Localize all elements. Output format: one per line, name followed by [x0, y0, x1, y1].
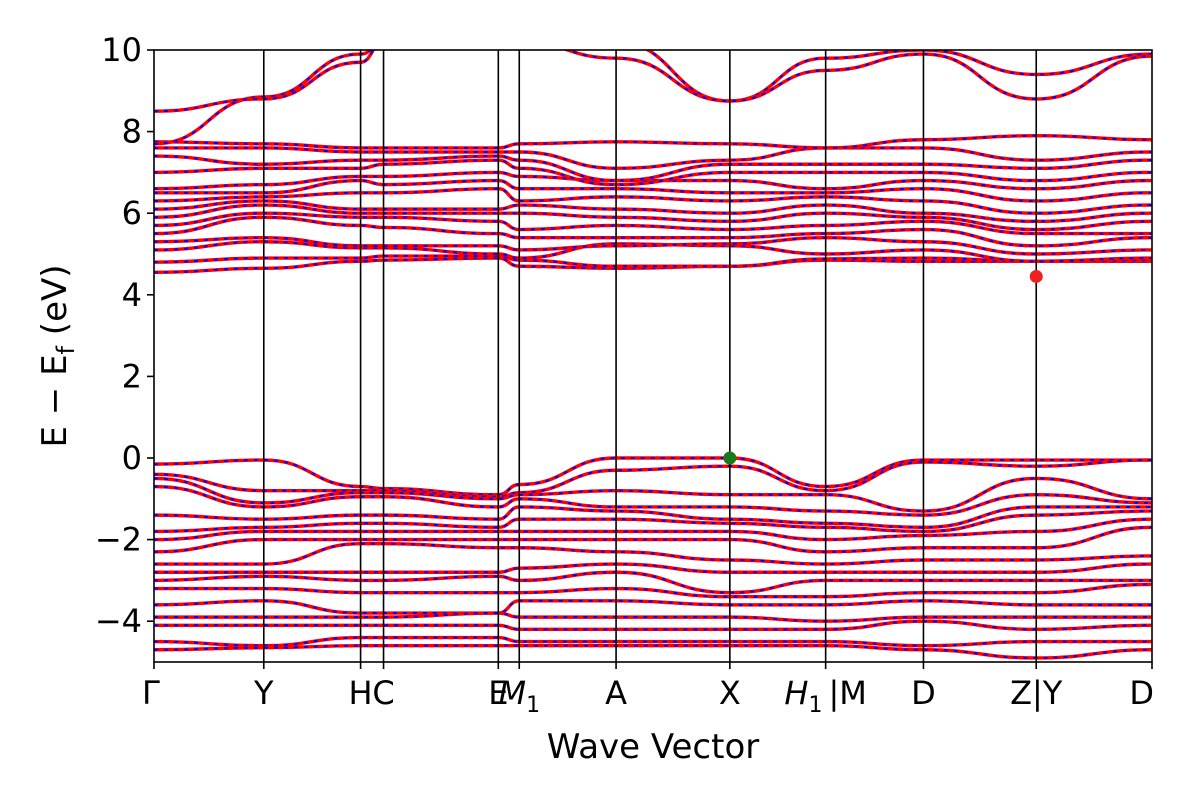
valence-band-2-spin-down [154, 477, 1152, 513]
valence-band-14-spin-up [154, 619, 1152, 632]
x-tick-label-main: X [719, 674, 741, 712]
valence-band-14-spin-down [154, 620, 1152, 631]
x-tick-label-sub: 1 [808, 693, 822, 718]
plot-frame [153, 49, 1153, 663]
conduction-band-9-spin-up [154, 178, 1152, 203]
cbm-marker [1029, 269, 1043, 283]
valence-band-12-spin-down [154, 599, 1152, 615]
conduction-band-3-spin-down [154, 236, 1152, 256]
y-tick-label: 10 [101, 31, 142, 69]
x-tick-label-main: Γ [142, 674, 160, 712]
x-tick-label-main: H [784, 674, 808, 712]
y-tick-label: 2 [122, 357, 142, 395]
conduction-band-4-spin-down [154, 216, 1152, 247]
band-lines [154, 50, 1152, 660]
x-tick-label: D [1129, 674, 1154, 712]
conduction-band-13-spin-down [154, 146, 1152, 170]
conduction-band-6-spin-down [154, 204, 1152, 231]
valence-band-7-spin-down [154, 526, 1152, 553]
conduction-band-11-spin-down [154, 159, 1152, 186]
k-point-vertical-lines [262, 50, 1038, 662]
valence-band-4-spin-up [154, 505, 1152, 530]
x-tick-label-sub: 1 [526, 693, 540, 718]
valence-band-16-spin-up [154, 643, 1152, 660]
y-axis-label-main: E − E [35, 354, 75, 447]
x-tick-label-main: Y [253, 674, 274, 712]
conduction-band-7-spin-down [154, 199, 1152, 223]
valence-band-1-spin-down [154, 459, 1152, 498]
valence-band-9-spin-up [154, 562, 1152, 574]
x-tick-label: H1 |M [784, 674, 866, 718]
valence-band-15-spin-down [154, 636, 1152, 647]
x-tick-label: C [372, 674, 394, 712]
valence-band-6-spin-up [154, 517, 1152, 542]
x-tick-label: Y [253, 674, 274, 712]
y-axis-label-unit: (eV) [35, 264, 75, 346]
extrema-markers [723, 269, 1043, 465]
valence-band-16-spin-down [154, 644, 1152, 659]
x-tick-label-main: C [372, 674, 394, 712]
x-tick-label: Γ [142, 674, 160, 712]
x-tick-label: X [719, 674, 741, 712]
x-tick-label-main: M [498, 674, 526, 712]
conduction-band-0-spin-down [154, 257, 1152, 274]
valence-band-6-spin-down [154, 518, 1152, 541]
valence-band-9-spin-down [154, 563, 1152, 574]
valence-band-0-spin-down [154, 456, 1152, 496]
vbm-marker [723, 451, 737, 465]
y-tick-label: 6 [122, 194, 142, 232]
valence-band-13-spin-down [154, 612, 1152, 623]
valence-band-11-spin-down [154, 583, 1152, 598]
x-tick-label: E [488, 674, 508, 712]
valence-band-13-spin-up [154, 611, 1152, 623]
conduction-band-8-spin-up [154, 187, 1152, 215]
high-band-0-spin-down [154, 50, 1152, 145]
y-tick-label: −4 [95, 602, 142, 640]
y-axis-ticks: −4 −2 0 2 4 6 8 10 [95, 31, 154, 640]
x-tick-label: D [911, 674, 936, 712]
valence-band-12-spin-up [154, 599, 1152, 615]
x-axis-label: Wave Vector [547, 727, 759, 767]
x-tick-label: Z|Y [1010, 674, 1063, 712]
x-tick-label-main: E [488, 674, 508, 712]
y-axis-label: E − Ef (eV) [35, 264, 80, 447]
conduction-band-12-spin-down [154, 155, 1152, 182]
y-tick-label: 0 [122, 439, 142, 477]
x-axis-ticks: Γ Y H C EM1 A X H1 |M D Z|Y D [142, 662, 1154, 718]
y-tick-label: 4 [122, 276, 142, 314]
x-tick-label: H [349, 674, 373, 712]
x-tick-label: A [605, 674, 627, 712]
valence-band-3-spin-down [154, 485, 1152, 517]
y-tick-label: −2 [95, 521, 142, 559]
x-tick-label-main: A [605, 674, 627, 712]
y-axis-label-sub: f [52, 345, 80, 354]
valence-band-8-spin-down [154, 542, 1152, 566]
x-tick-label-suffix: |M [828, 674, 866, 712]
x-tick-label-main: D [1129, 674, 1154, 712]
x-tick-label-main: H [349, 674, 373, 712]
x-tick-label-main: Z|Y [1010, 674, 1063, 712]
valence-band-11-spin-up [154, 582, 1152, 599]
conduction-band-5-spin-up [154, 211, 1152, 236]
x-tick-label: M1 [498, 674, 540, 718]
x-tick-label-main: D [911, 674, 936, 712]
conduction-band-14-spin-down [154, 134, 1152, 149]
valence-band-5-spin-down [154, 510, 1152, 533]
conduction-band-14-spin-up [154, 133, 1152, 150]
y-tick-label: 8 [122, 113, 142, 151]
valence-band-10-spin-down [154, 571, 1152, 594]
conduction-band-1-spin-down [154, 255, 1152, 268]
